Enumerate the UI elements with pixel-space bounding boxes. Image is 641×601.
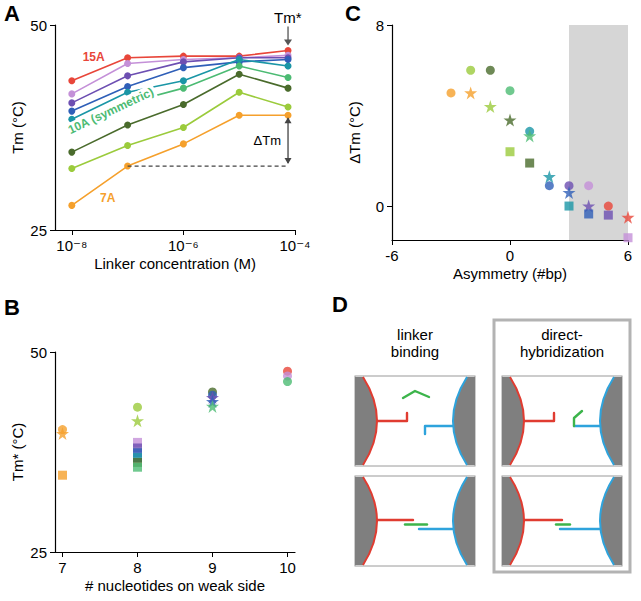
svg-text:binding: binding [391,343,439,360]
svg-text:hybridization: hybridization [520,343,604,360]
svg-text:10⁻⁶: 10⁻⁶ [168,237,199,254]
svg-text:0: 0 [506,247,514,264]
svg-text:Linker concentration (M): Linker concentration (M) [94,255,256,272]
svg-text:A: A [4,1,20,26]
svg-text:0: 0 [376,198,384,215]
svg-text:8: 8 [376,17,384,34]
svg-text:10⁻⁴: 10⁻⁴ [279,237,310,254]
svg-text:50: 50 [30,344,47,361]
svg-text:Asymmetry (#bp): Asymmetry (#bp) [453,265,567,282]
svg-text:15A: 15A [83,50,105,64]
svg-text:ΔTm: ΔTm [254,133,281,148]
svg-text:10A (symmetric): 10A (symmetric) [66,85,156,137]
svg-text:Tm (°C): Tm (°C) [9,101,26,154]
svg-text:B: B [4,295,20,320]
svg-text:25: 25 [30,222,47,239]
svg-text:7A: 7A [100,191,116,205]
svg-text:C: C [345,1,361,26]
svg-text:50: 50 [30,17,47,34]
svg-text:# nucleotides on weak side: # nucleotides on weak side [85,577,265,594]
svg-text:8: 8 [133,559,141,576]
svg-text:10: 10 [279,559,296,576]
svg-text:-6: -6 [385,247,398,264]
svg-text:10⁻⁸: 10⁻⁸ [56,237,87,254]
svg-text:direct-: direct- [541,326,583,343]
svg-text:ΔTm (°C): ΔTm (°C) [346,101,363,164]
svg-text:linker: linker [397,326,433,343]
svg-text:Tm*: Tm* [274,9,302,26]
svg-text:7: 7 [58,559,66,576]
svg-text:D: D [332,292,348,317]
svg-text:25: 25 [30,544,47,561]
svg-text:Tm* (°C): Tm* (°C) [9,423,26,481]
svg-text:9: 9 [208,559,216,576]
svg-text:6: 6 [624,247,632,264]
